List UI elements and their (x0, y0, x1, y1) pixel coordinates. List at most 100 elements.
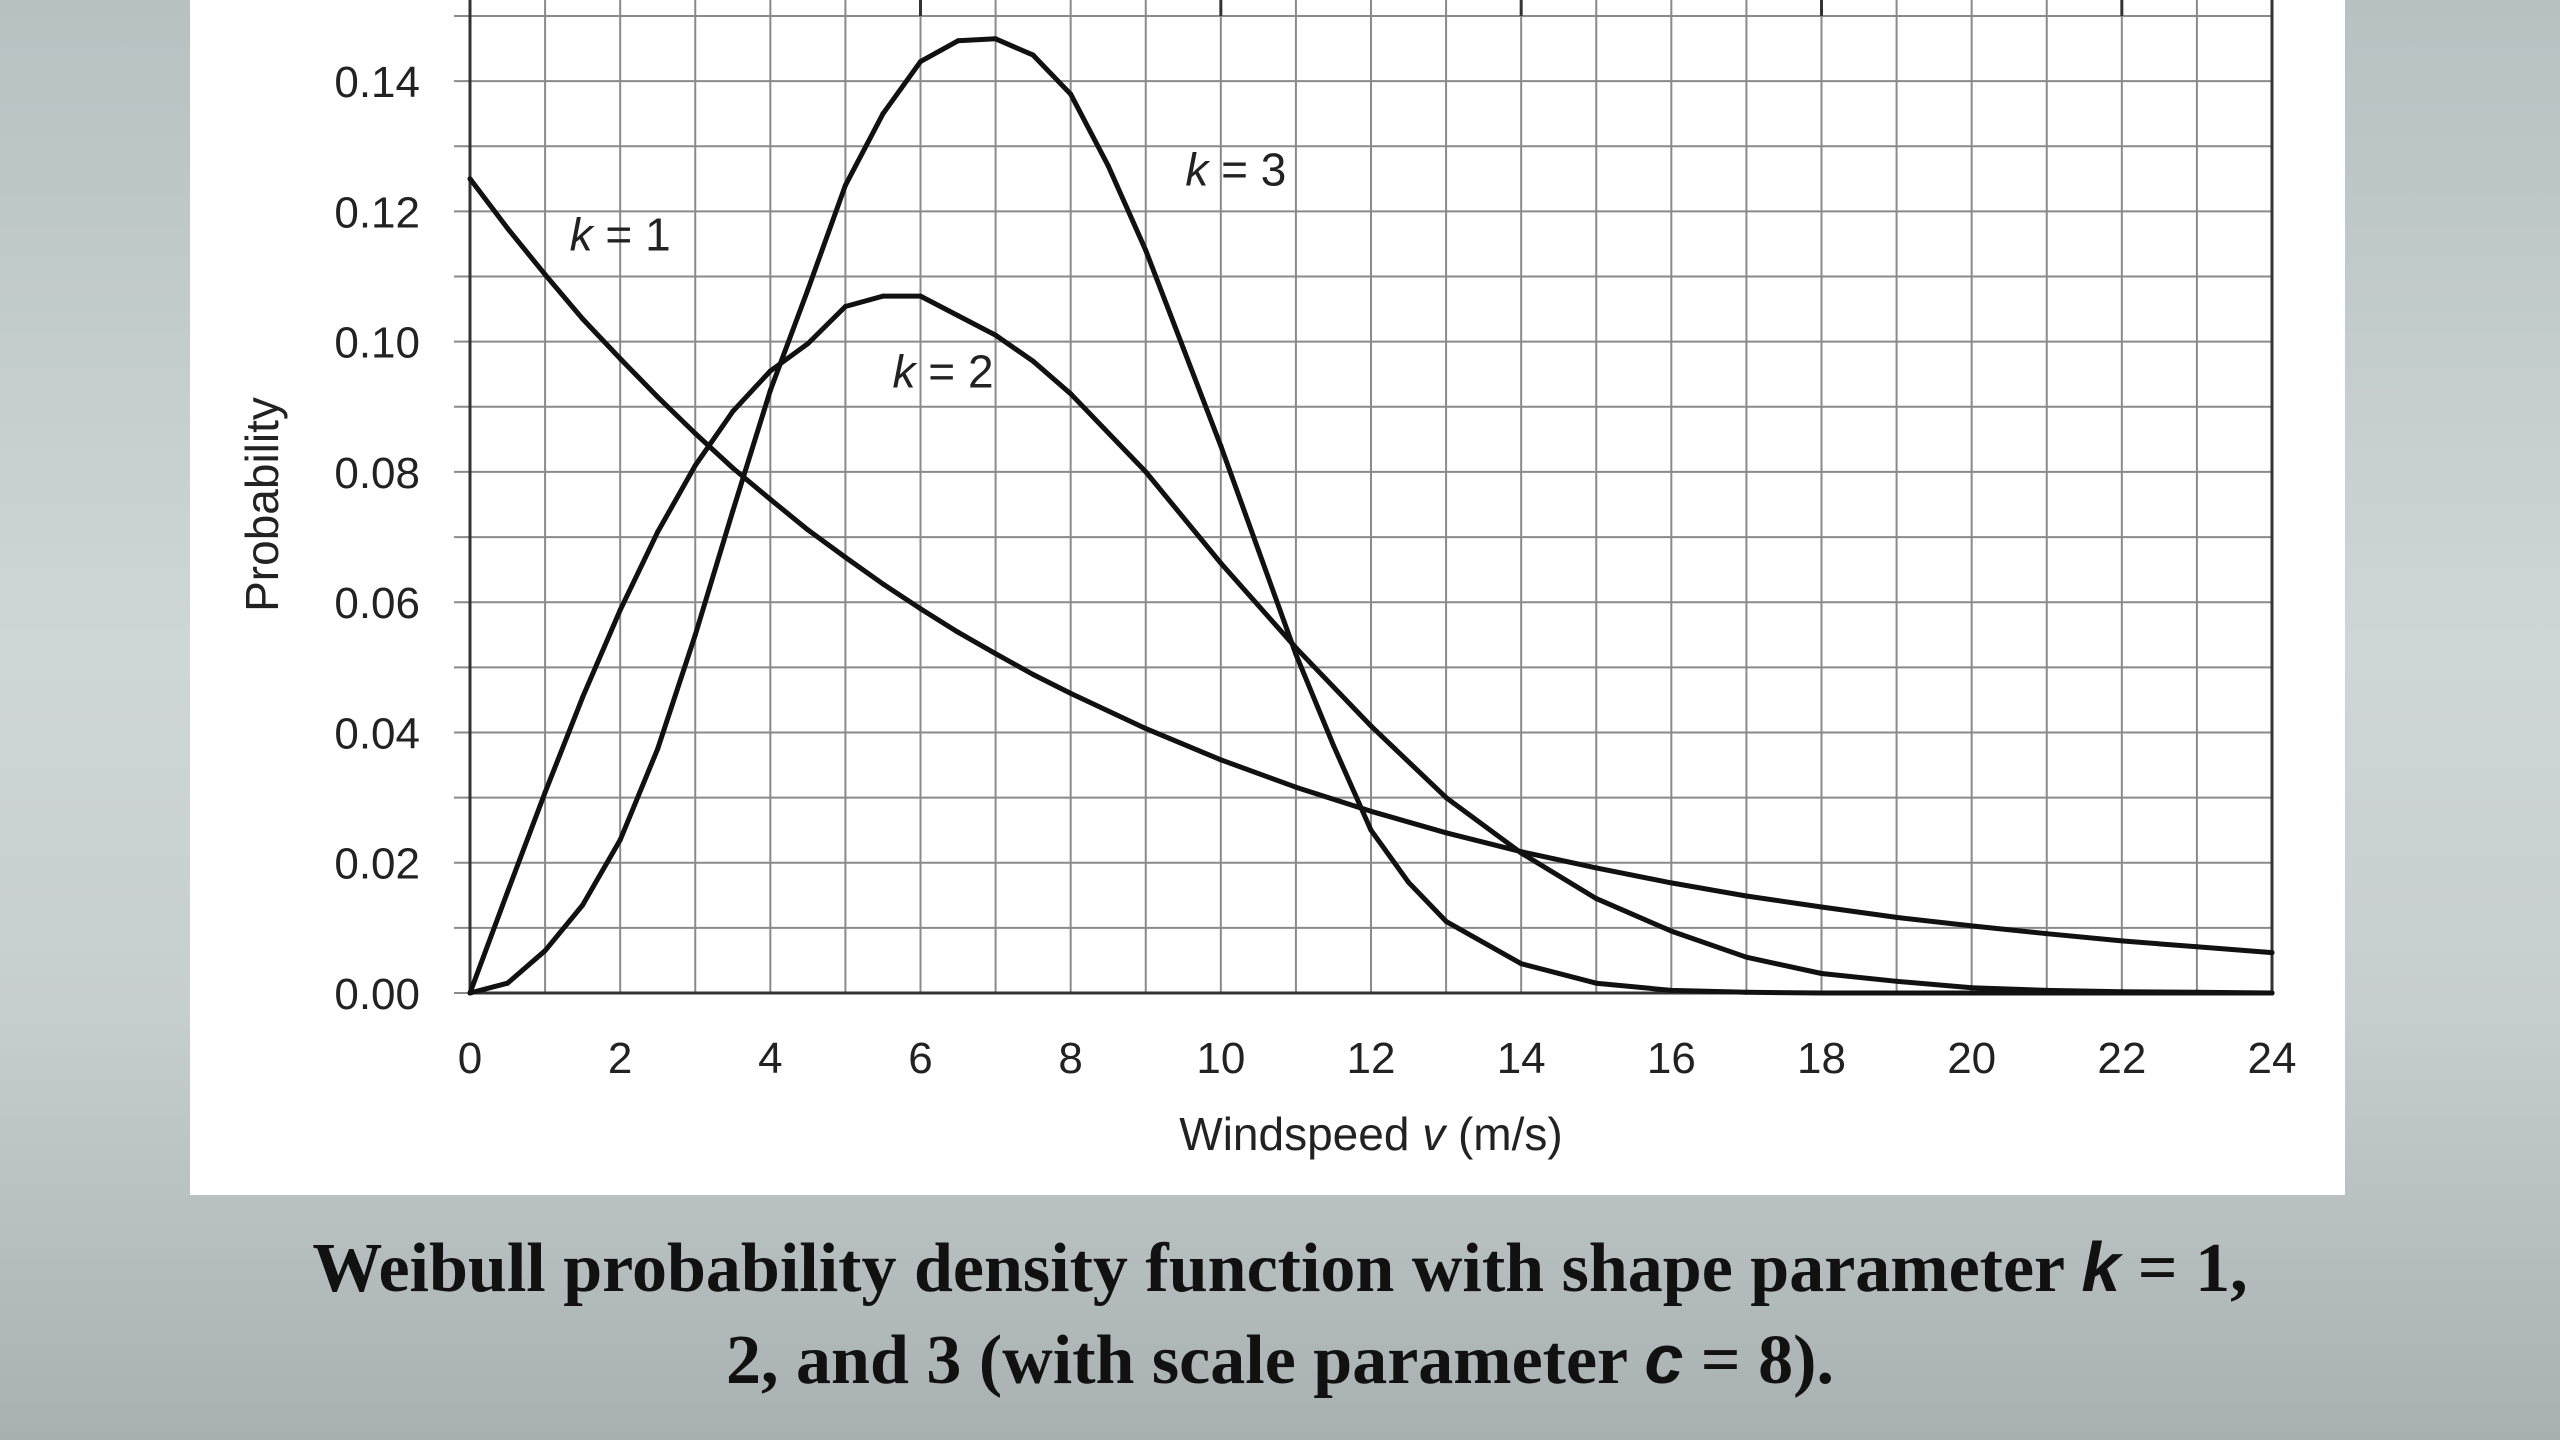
data-point-k3 (1143, 247, 1149, 253)
weibull-chart: 0.000.020.040.060.080.100.120.140 2 4 6 8 10 1… (236, 0, 2297, 1160)
data-point-k1 (542, 272, 548, 278)
data-point-k3 (1406, 879, 1412, 885)
data-point-k3 (617, 837, 623, 843)
series-label-k3: k = 3 (1185, 143, 1286, 195)
data-point-k2 (1218, 560, 1224, 566)
data-point-k3 (1443, 918, 1449, 924)
data-point-k1 (1368, 808, 1374, 814)
data-point-k1 (993, 651, 999, 657)
data-point-k3 (1180, 345, 1186, 351)
data-point-k1 (1969, 923, 1975, 929)
y-tick-label: 0.00 (334, 970, 420, 1019)
data-point-k3 (1969, 990, 1975, 996)
data-point-k1 (2119, 938, 2125, 944)
data-point-k1 (1894, 914, 1900, 920)
y-tick-label: 0.04 (334, 709, 420, 758)
x-tick-label: 12 (1347, 1034, 1396, 1083)
data-point-k2 (955, 313, 961, 319)
x-tick-label: 8 (1058, 1034, 1082, 1083)
data-point-k1 (1293, 784, 1299, 790)
data-point-k2 (1969, 985, 1975, 991)
data-point-k1 (1030, 671, 1036, 677)
data-point-k1 (2269, 950, 2275, 956)
data-point-k1 (730, 465, 736, 471)
data-point-k3 (993, 36, 999, 42)
caption-line-2: 2, and 3 (with scale parameter c = 8). (0, 1314, 2560, 1406)
data-point-k3 (1255, 547, 1261, 553)
figure-caption: Weibull probability density function wit… (0, 1222, 2560, 1406)
data-point-k3 (1819, 990, 1824, 996)
data-point-k3 (2119, 990, 2125, 996)
y-tick-label: 0.14 (334, 58, 420, 107)
chart-panel: 0.00 0.02 0.04 0.06 0.08 0.10 0.12 0.14 0 2 4 6 8 10 1… (190, 0, 2345, 1195)
x-tick-label: 4 (758, 1034, 782, 1083)
data-point-k1 (2044, 931, 2050, 937)
data-point-k2 (1819, 970, 1824, 976)
data-point-k2 (505, 889, 511, 895)
data-point-k2 (692, 462, 698, 468)
data-point-k2 (1668, 928, 1674, 934)
data-point-k3 (655, 746, 661, 752)
data-point-k1 (1819, 904, 1824, 910)
data-point-k2 (1743, 954, 1749, 960)
data-point-k2 (1368, 723, 1374, 729)
series-label-k1: k = 1 (570, 208, 671, 260)
data-point-k2 (1443, 795, 1449, 801)
x-tick-label: 10 (1196, 1034, 1245, 1083)
data-point-k3 (918, 59, 923, 65)
data-point-k2 (580, 694, 586, 700)
data-point-k2 (542, 789, 548, 795)
data-point-k3 (730, 508, 736, 514)
data-point-k2 (993, 332, 999, 338)
data-point-k1 (1668, 880, 1674, 886)
x-tick-label: 6 (908, 1034, 932, 1083)
data-point-k1 (880, 581, 886, 587)
data-point-k1 (918, 606, 923, 612)
data-point-k3 (580, 902, 586, 908)
caption-line-1-text: Weibull probability density function wit… (312, 1230, 2082, 1307)
data-point-k2 (918, 293, 923, 299)
x-tick-label: 22 (2097, 1034, 2146, 1083)
x-tick-label: 20 (1947, 1034, 1996, 1083)
data-point-k3 (767, 388, 773, 394)
data-point-k2 (1518, 850, 1524, 856)
data-point-k1 (1218, 757, 1224, 763)
data-point-k3 (1030, 52, 1036, 58)
data-point-k2 (842, 303, 848, 309)
x-tick-label: 18 (1797, 1034, 1846, 1083)
data-point-k2 (1593, 896, 1599, 902)
y-tick-label: 0.02 (334, 840, 420, 889)
data-point-k3 (1068, 91, 1074, 97)
data-point-k3 (955, 38, 961, 44)
data-point-k3 (1330, 742, 1336, 748)
y-tick-label: 0.08 (334, 449, 420, 498)
data-point-k2 (655, 529, 661, 535)
x-tick-label: 0 (458, 1034, 482, 1083)
caption-c-symbol: c (1644, 1320, 1684, 1398)
data-point-k1 (505, 225, 511, 231)
data-point-k1 (692, 431, 698, 437)
data-point-k3 (1518, 961, 1524, 967)
data-point-k1 (580, 316, 586, 322)
data-point-k3 (1368, 827, 1374, 833)
data-point-k2 (1894, 978, 1900, 984)
x-tick-label: 2 (608, 1034, 632, 1083)
caption-line-2-text: 2, and 3 (with scale parameter (726, 1322, 1645, 1399)
x-tick-label: 24 (2248, 1034, 2297, 1083)
data-point-k1 (1143, 726, 1149, 732)
data-point-k2 (617, 607, 623, 613)
y-tick-label: 0.06 (334, 579, 420, 628)
data-point-k1 (767, 496, 773, 502)
data-point-k3 (505, 980, 511, 986)
x-tick-label: 14 (1497, 1034, 1546, 1083)
data-point-k1 (655, 394, 661, 400)
data-point-k1 (805, 527, 811, 533)
data-point-k1 (955, 629, 961, 635)
data-point-k1 (1068, 690, 1074, 696)
y-tick-label: 0.12 (334, 188, 420, 237)
data-point-k1 (2194, 944, 2200, 950)
data-point-k2 (767, 368, 773, 374)
data-point-k3 (1293, 651, 1299, 657)
data-point-k3 (1668, 987, 1674, 993)
data-point-k2 (730, 408, 736, 414)
